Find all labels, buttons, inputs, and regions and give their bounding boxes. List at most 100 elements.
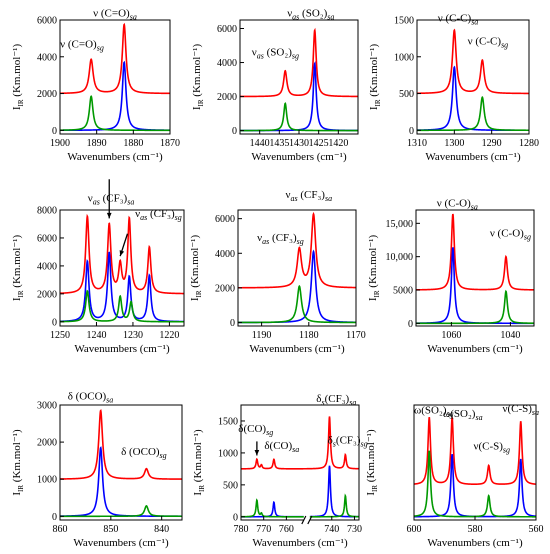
x-tick-label: 1440 <box>250 138 270 149</box>
red-series-line <box>416 213 534 291</box>
y-tick-label: 0 <box>52 126 57 137</box>
plot-frame <box>415 209 535 327</box>
x-axis-label: Wavenumbers (cm⁻¹) <box>74 343 170 355</box>
y-tick-label: 2000 <box>215 283 235 294</box>
y-tick-label: 0 <box>409 126 414 137</box>
y-axis-label: IIR (Km.mol⁻¹) <box>191 44 205 111</box>
x-tick-label: 560 <box>529 524 544 535</box>
peak-annotation: δ (OCO)sg <box>121 446 167 460</box>
chart-panel-5: 1190 1180 1170 0 2000 4000 6000 Wavenumbers (cm… <box>189 189 366 355</box>
blue-series-line <box>60 60 170 132</box>
peak-annotation: νas (SO₂)sg <box>252 47 299 61</box>
green-series-line <box>238 284 356 324</box>
x-axis-label: Wavenumbers (cm⁻¹) <box>73 537 169 549</box>
x-tick-label: 1220 <box>159 330 179 341</box>
y-tick-label: 0 <box>230 318 235 329</box>
red-series-line <box>60 22 170 95</box>
chart-panel-2: 1440 1435 1430 1425 1420 0 2000 4000 6000 Wavenum… <box>191 8 359 163</box>
y-tick-label: 4000 <box>215 249 235 260</box>
x-tick-label: 1900 <box>50 138 70 149</box>
pointer-arrowhead <box>254 449 260 456</box>
y-tick-label: 0 <box>233 512 238 523</box>
x-tick-label: 1280 <box>519 138 539 149</box>
x-axis-label: Wavenumbers (cm⁻¹) <box>252 537 348 549</box>
x-tick-label: 1250 <box>50 330 70 341</box>
x-tick-label: 740 <box>324 524 339 535</box>
x-tick-label: 600 <box>407 524 422 535</box>
x-tick-label: 730 <box>347 524 362 535</box>
peak-annotation: ν (C-O)sa <box>437 198 478 212</box>
peak-annotation: δ(CO)sg <box>238 423 273 437</box>
chart-panel-6: 1060 1040 0 5000 10,000 15,000 Wavenumbers (cm… <box>367 198 535 355</box>
y-tick-label: 6000 <box>217 24 237 35</box>
y-axis-label: IIR (Km.mol⁻¹) <box>11 44 25 111</box>
red-series-line <box>241 416 359 470</box>
pointer-arrowhead <box>106 212 112 219</box>
red-series-line <box>60 408 182 480</box>
green-series-line <box>240 102 358 132</box>
y-axis-label: IIR (Km.mol⁻¹) <box>189 235 203 302</box>
axis-break-gap <box>303 515 310 525</box>
x-tick-label: 1420 <box>328 138 348 149</box>
y-tick-label: 0 <box>232 126 237 137</box>
x-tick-label: 760 <box>279 524 294 535</box>
y-tick-label: 2000 <box>37 438 57 449</box>
chart-panel-7: 860 850 840 0 1000 2000 3000 Wavenumbers (cm⁻¹)… <box>11 390 183 549</box>
y-axis-label: IIR (Km.mol⁻¹) <box>11 235 25 302</box>
x-tick-label: 1170 <box>346 330 366 341</box>
y-tick-label: 2000 <box>217 92 237 103</box>
green-series-line <box>60 95 170 132</box>
red-series-line <box>238 211 356 289</box>
y-tick-label: 10,000 <box>386 252 414 263</box>
y-tick-label: 6000 <box>37 233 57 244</box>
y-tick-label: 1000 <box>394 52 414 63</box>
peak-annotation: ν (C-O)sg <box>490 228 531 242</box>
chart-panel-9: 600 580 560 Wavenumbers (cm⁻¹) IIR (Km.mol⁻¹… <box>365 403 544 549</box>
x-axis-label: Wavenumbers (cm⁻¹) <box>251 151 347 163</box>
x-tick-label: 840 <box>154 524 169 535</box>
peak-annotation: νas (CF₃)sa <box>285 189 332 203</box>
y-axis-label: IIR (Km.mol⁻¹) <box>367 235 381 302</box>
y-axis-label: IIR (Km.mol⁻¹) <box>11 429 25 496</box>
red-series-line <box>417 28 529 95</box>
peak-annotation: νas (CF₃)sg <box>135 208 182 222</box>
y-tick-label: 4000 <box>37 261 57 272</box>
chart-panel-3: 1310 1300 1290 1280 0 500 1000 1500 Wavenumbers … <box>368 12 539 163</box>
x-tick-label: 580 <box>468 524 483 535</box>
plot-frame <box>237 209 357 327</box>
green-series-line <box>416 289 534 325</box>
red-series-line <box>414 417 536 485</box>
blue-series-line <box>417 65 529 132</box>
x-tick-label: 1880 <box>123 138 143 149</box>
red-series-line <box>60 213 184 295</box>
x-tick-label: 780 <box>234 524 249 535</box>
peak-annotation: ν(C-S)sa <box>502 403 539 417</box>
x-tick-label: 860 <box>53 524 68 535</box>
plot-frame <box>59 19 171 135</box>
y-tick-label: 1500 <box>218 416 238 427</box>
peak-annotation: νas (CF₃)sg <box>257 232 304 246</box>
y-tick-label: 500 <box>223 480 238 491</box>
x-axis-label: Wavenumbers (cm⁻¹) <box>427 343 523 355</box>
y-tick-label: 0 <box>52 512 57 523</box>
chart-panel-8: 780 770 760 740 730 0 500 1000 1500 Wavenumbers (… <box>192 393 368 549</box>
peak-annotation: νas (CF₃)sa <box>88 193 135 207</box>
x-axis-label: Wavenumbers (cm⁻¹) <box>427 537 523 549</box>
x-tick-label: 1240 <box>86 330 106 341</box>
green-series-line <box>417 96 529 132</box>
x-tick-label: 1060 <box>441 330 461 341</box>
peak-annotation: ω(SO₂)sg <box>414 404 454 418</box>
red-series-line <box>240 27 358 98</box>
pointer-arrowhead <box>119 250 125 257</box>
x-tick-label: 1870 <box>160 138 180 149</box>
peak-annotation: ν (C=O)sg <box>60 39 104 53</box>
peak-annotation: δ(CO)sa <box>264 440 299 454</box>
x-tick-label: 1040 <box>500 330 520 341</box>
y-tick-label: 8000 <box>37 206 57 217</box>
x-tick-label: 1180 <box>299 330 319 341</box>
y-tick-label: 15,000 <box>386 219 414 230</box>
y-tick-label: 1500 <box>394 16 414 27</box>
peak-annotation: ν (C=O)sa <box>93 7 137 21</box>
y-tick-label: 4000 <box>217 58 237 69</box>
